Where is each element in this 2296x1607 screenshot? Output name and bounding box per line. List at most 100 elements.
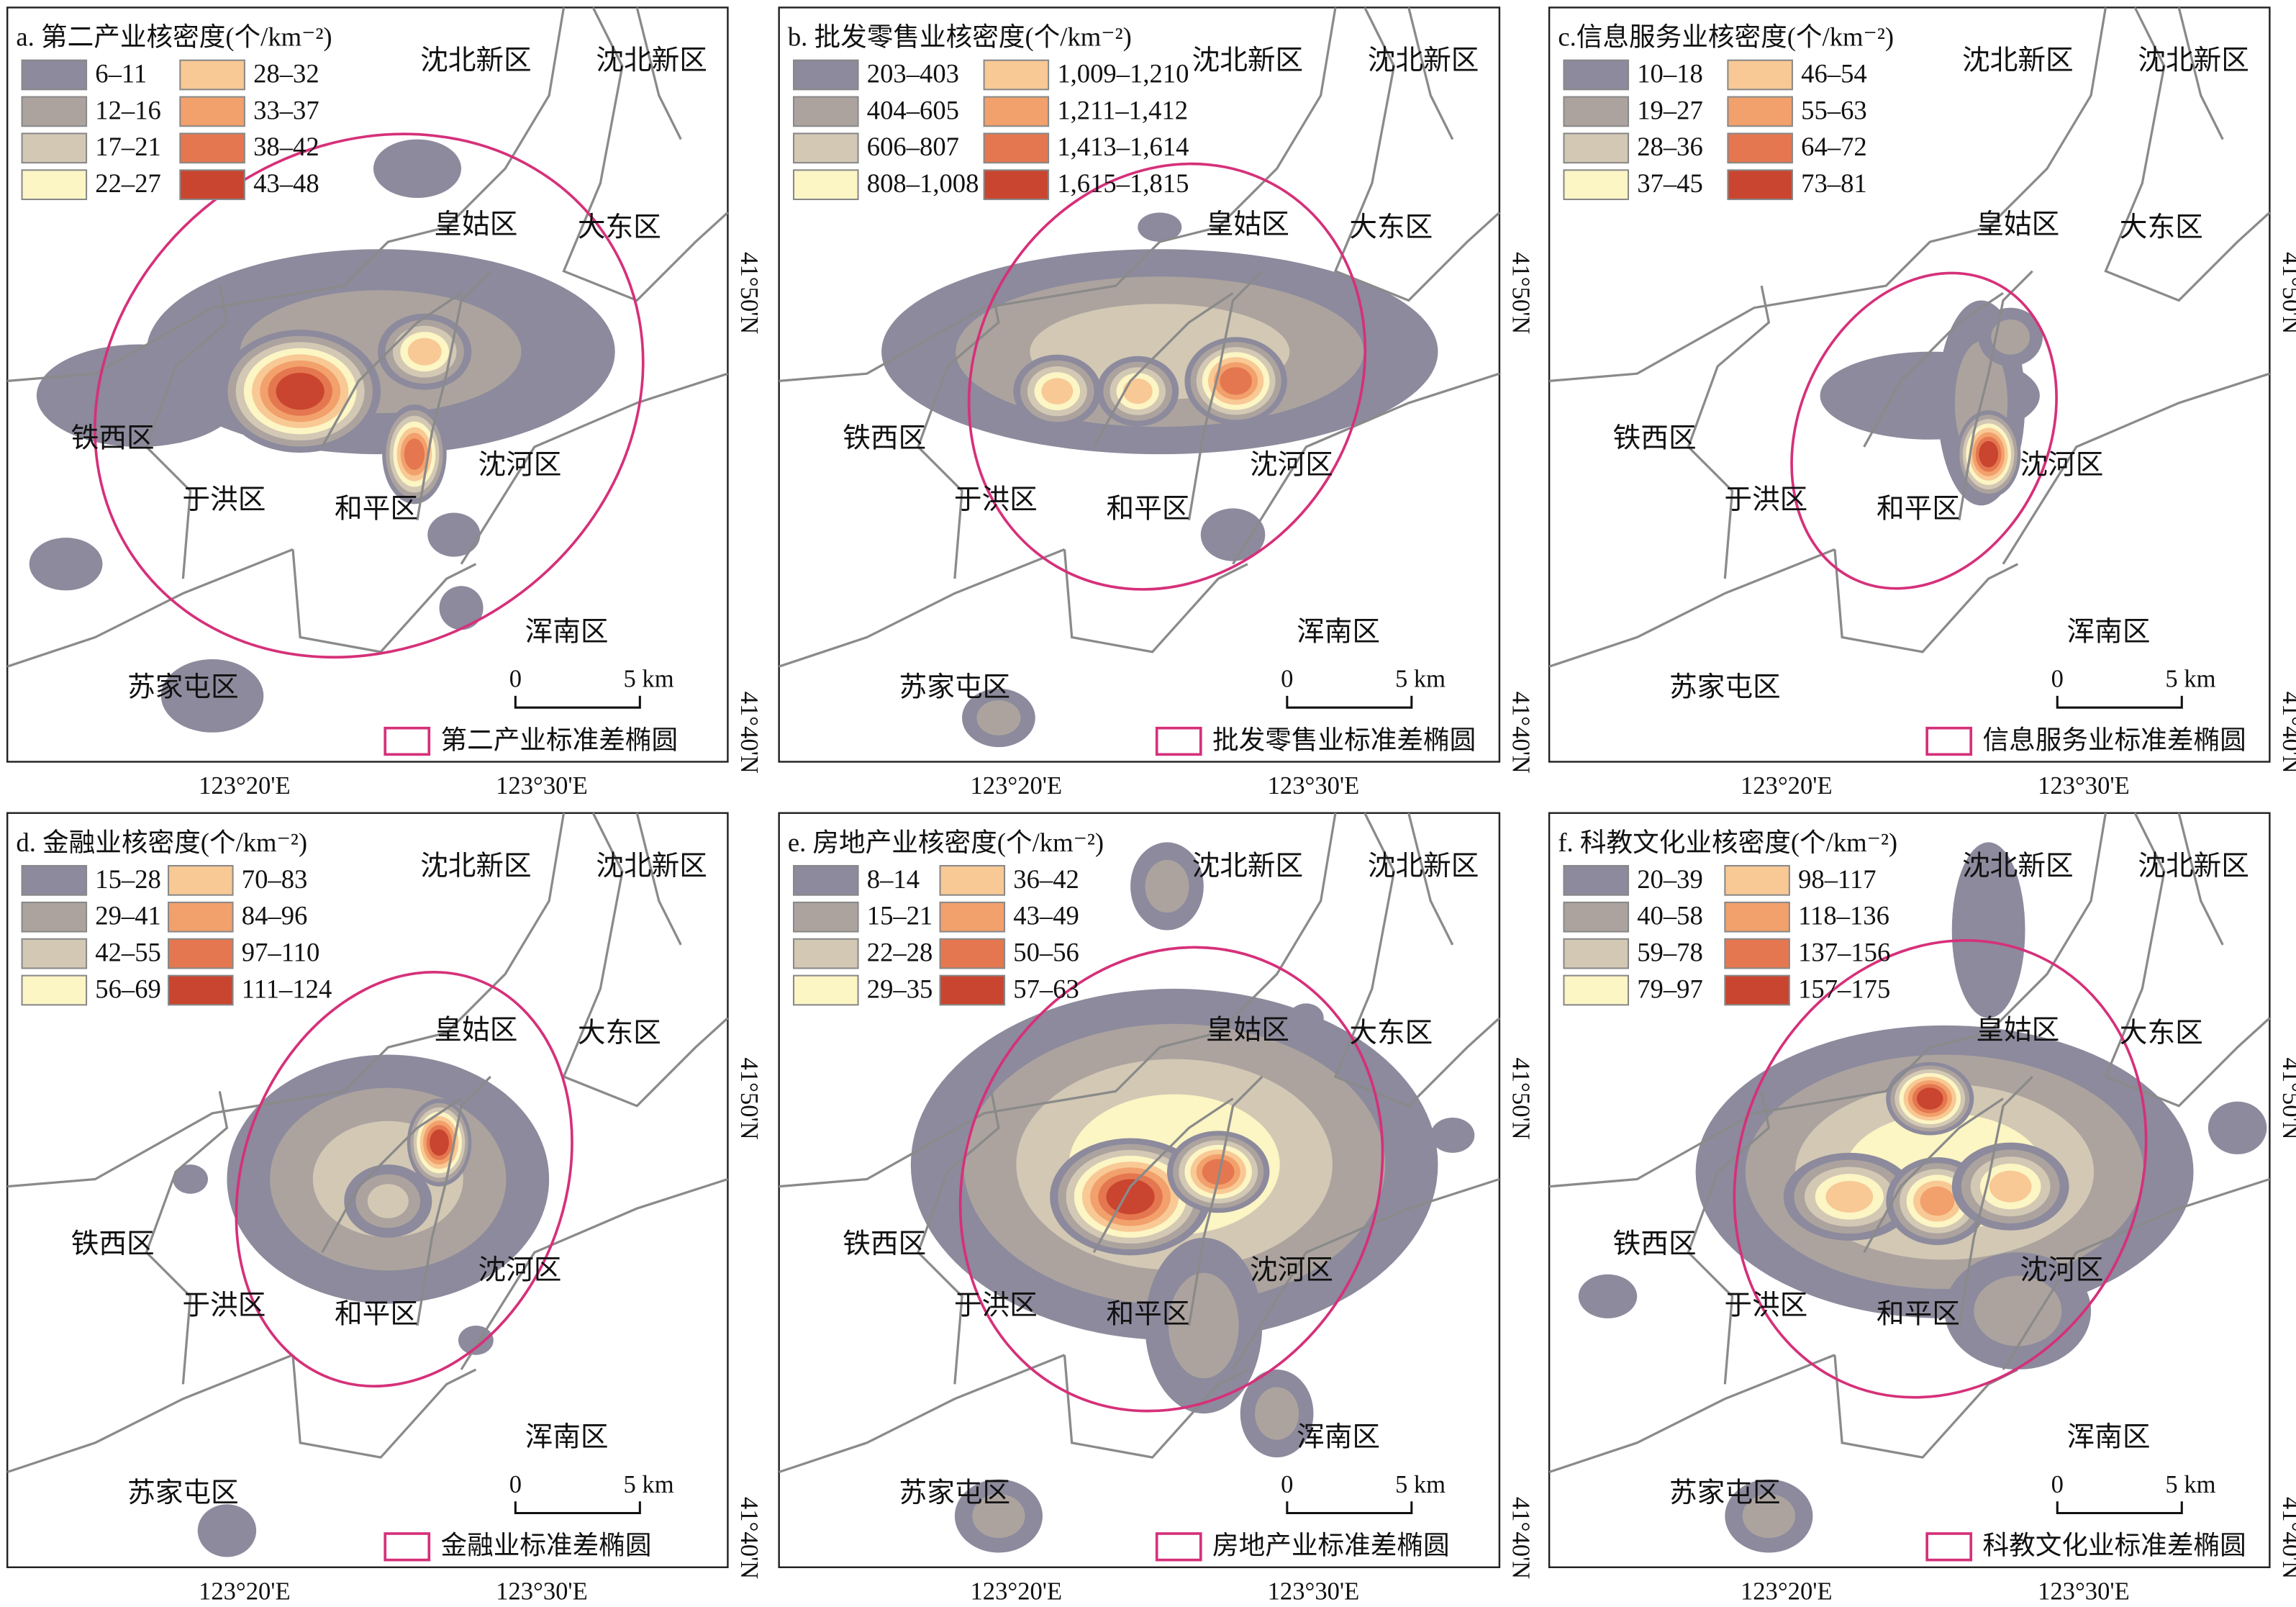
legend-label: 43–49	[1013, 901, 1079, 931]
district-label: 沈北新区	[420, 46, 532, 76]
legend-label: 70–83	[242, 864, 308, 894]
district-boundary	[145, 285, 229, 579]
legend-swatch	[1724, 938, 1790, 969]
x-tick-label: 123°30'E	[1268, 1577, 1360, 1605]
scale-label: 0	[509, 666, 522, 693]
district-boundary	[460, 372, 728, 565]
legend-swatch	[939, 901, 1006, 933]
district-boundary	[1548, 812, 2107, 1188]
district-label: 大东区	[2120, 212, 2203, 243]
legend-swatch	[1724, 864, 1790, 896]
district-label: 于洪区	[954, 1290, 1038, 1321]
ellipse-legend-label: 第二产业标准差椭圆	[441, 725, 679, 754]
y-tick-label: 41°50'N	[1507, 1057, 1534, 1139]
ellipse-legend-swatch	[1925, 726, 1973, 756]
legend-label: 118–136	[1798, 901, 1889, 931]
district-label: 浑南区	[525, 617, 609, 647]
district-label: 浑南区	[2067, 1423, 2151, 1453]
map-panel: e. 房地产业核密度(个/km⁻²) 8–14 15–21 22–28 29–35 36–…	[778, 812, 1534, 1605]
district-boundary	[321, 291, 462, 448]
legend-swatch	[21, 938, 88, 969]
density-blob	[1041, 378, 1074, 404]
district-boundary	[2104, 812, 2271, 1108]
scale-bar	[2056, 695, 2183, 709]
district-label: 铁西区	[843, 424, 926, 454]
legend-swatch	[792, 96, 859, 127]
district-label: 浑南区	[1297, 1423, 1380, 1453]
legend-label: 19–27	[1637, 95, 1703, 125]
density-blob	[407, 338, 442, 366]
district-boundary	[2002, 372, 2270, 565]
legend-label: 22–28	[867, 938, 933, 967]
legend-swatch	[179, 96, 245, 127]
legend-swatch	[1727, 59, 1793, 91]
district-boundary	[1548, 548, 1836, 668]
legend-label: 33–37	[253, 95, 319, 125]
legend-swatch	[1724, 901, 1790, 933]
district-label: 苏家屯区	[899, 672, 1011, 703]
legend-swatch	[1727, 132, 1793, 164]
x-tick-label: 123°20'E	[199, 1577, 291, 1605]
legend-label: 57–63	[1013, 974, 1079, 1003]
district-label: 沈北新区	[2138, 851, 2249, 882]
y-tick-label: 41°40'N	[735, 692, 763, 774]
district-boundary	[416, 270, 491, 520]
density-blob	[1202, 1159, 1235, 1185]
scale-label: 0	[1281, 666, 1293, 693]
legend-swatch	[1724, 974, 1790, 1006]
legend-swatch	[792, 132, 859, 164]
legend-swatch	[983, 169, 1050, 201]
legend-swatch	[21, 59, 88, 91]
district-label: 沈北新区	[1962, 851, 2074, 882]
district-label: 和平区	[1877, 494, 1960, 524]
y-tick-label: 41°40'N	[2277, 692, 2296, 774]
legend-swatch	[21, 132, 88, 164]
legend-swatch	[1563, 59, 1630, 91]
density-blob	[1138, 212, 1182, 243]
legend-swatch	[1563, 169, 1630, 201]
density-blob	[173, 1164, 208, 1194]
density-blob	[972, 1494, 1025, 1539]
y-tick-label: 41°50'N	[2277, 1057, 2296, 1139]
district-boundary	[1833, 549, 2019, 653]
density-blob	[1145, 859, 1189, 913]
scale-bar	[1286, 695, 1413, 709]
legend-label: 59–78	[1637, 938, 1703, 967]
panel-title: f. 科教文化业核密度(个/km⁻²)	[1558, 828, 1897, 857]
y-tick-label: 41°50'N	[1507, 252, 1534, 334]
ellipse-legend-swatch	[1925, 1532, 1973, 1562]
legend-label: 1,211–1,412	[1057, 95, 1188, 125]
district-label: 皇姑区	[1976, 210, 2059, 240]
density-blob	[1200, 508, 1266, 561]
district-boundary	[1232, 372, 1500, 565]
legend-label: 84–96	[242, 901, 308, 931]
legend-label: 46–54	[1801, 58, 1867, 88]
district-boundary	[7, 7, 566, 383]
y-tick-label: 41°40'N	[1507, 1497, 1534, 1579]
district-label: 沈北新区	[1368, 46, 1479, 76]
legend-swatch	[939, 938, 1006, 969]
district-boundary	[1687, 285, 1771, 579]
district-label: 铁西区	[1613, 1229, 1697, 1259]
legend-swatch	[21, 901, 88, 933]
district-label: 沈北新区	[420, 851, 532, 882]
x-tick-label: 123°20'E	[971, 772, 1063, 800]
legend-swatch	[168, 864, 234, 896]
district-label: 于洪区	[954, 485, 1038, 515]
density-blob	[439, 586, 484, 630]
district-label: 沈河区	[1250, 1256, 1333, 1286]
district-label: 皇姑区	[1206, 210, 1289, 240]
y-tick-label: 41°50'N	[735, 252, 763, 334]
district-label: 大东区	[2120, 1018, 2203, 1049]
district-label: 浑南区	[2067, 617, 2151, 647]
district-boundary	[779, 7, 1337, 383]
legend-swatch	[179, 169, 245, 201]
district-label: 大东区	[578, 1018, 661, 1049]
scale-label: 5 km	[623, 1471, 673, 1498]
district-boundary	[1407, 7, 1454, 140]
legend-label: 40–58	[1637, 901, 1703, 931]
district-boundary	[1407, 812, 1454, 946]
district-boundary	[7, 812, 566, 1188]
district-label: 皇姑区	[1206, 1015, 1289, 1046]
legend-swatch	[983, 132, 1050, 164]
